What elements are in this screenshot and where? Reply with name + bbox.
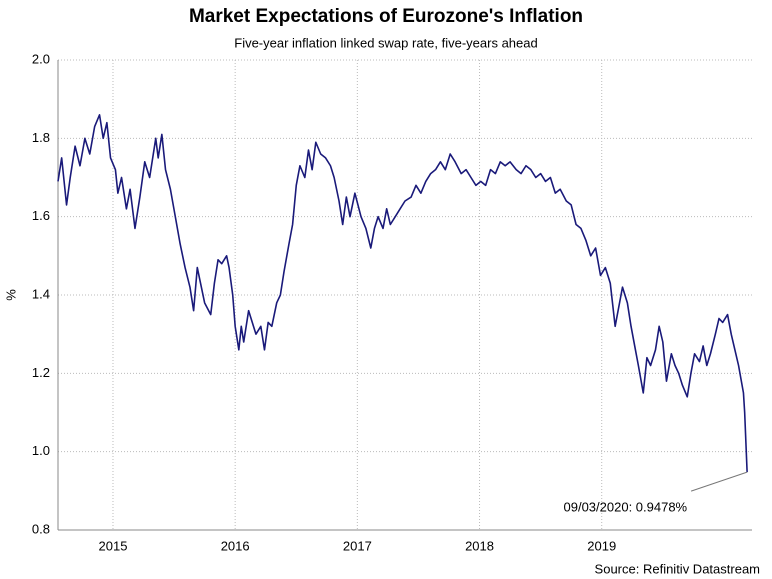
y-tick-label: 1.6: [32, 208, 50, 223]
y-tick-label: 1.4: [32, 286, 50, 301]
chart-title: Market Expectations of Eurozone's Inflat…: [189, 6, 583, 27]
y-tick-label: 0.8: [32, 521, 50, 536]
x-tick-label: 2019: [587, 538, 616, 553]
x-tick-label: 2017: [343, 538, 372, 553]
x-tick-label: 2015: [99, 538, 128, 553]
y-tick-label: 1.0: [32, 443, 50, 458]
source-note: Source: Refinitiv Datastream: [595, 561, 760, 576]
chart-subtitle: Five-year inflation linked swap rate, fi…: [234, 35, 537, 50]
data-line: [57, 114, 748, 473]
y-tick-label: 2.0: [32, 51, 50, 66]
y-axis-label: %: [3, 289, 18, 301]
annotation-leader: [690, 471, 748, 492]
annotation: 09/03/2020: 0.9478%: [564, 500, 688, 515]
x-tick-label: 2016: [221, 538, 250, 553]
x-tick-label: 2018: [465, 538, 494, 553]
y-tick-label: 1.2: [32, 365, 50, 380]
y-tick-label: 1.8: [32, 130, 50, 145]
